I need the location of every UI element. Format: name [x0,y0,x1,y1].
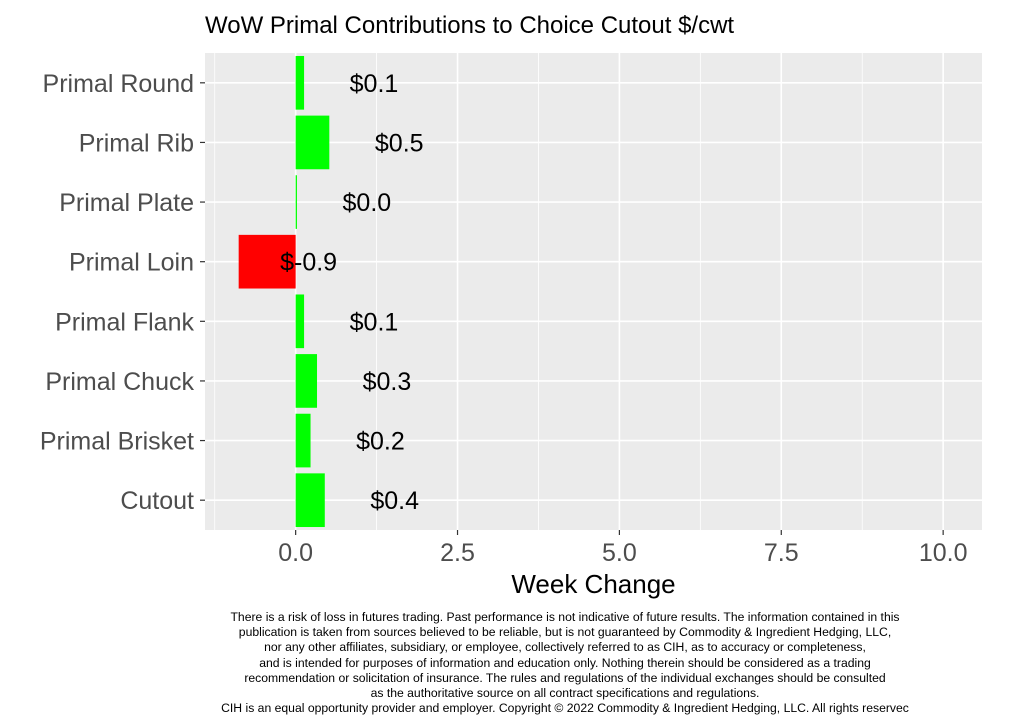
y-tick-label: Primal Loin [69,249,194,277]
y-tick-label: Primal Chuck [45,368,194,396]
bar [295,413,311,468]
data-label: $0.4 [370,487,419,515]
chart-title: WoW Primal Contributions to Choice Cutou… [205,12,735,39]
disclaimer-line: CIH is an equal opportunity provider and… [221,701,909,716]
y-tick-label: Primal Rib [79,129,194,157]
y-tick-label: Cutout [120,487,194,515]
y-tick-label: Primal Round [43,70,194,98]
bar [295,294,305,349]
disclaimer: There is a risk of loss in futures tradi… [150,610,980,716]
bars [238,55,330,528]
y-axis: Primal Round Primal Rib Primal Plate Primal… [40,70,205,515]
x-tick-label: 10.0 [919,539,968,567]
bar [295,115,330,170]
y-tick-label: Primal Plate [59,189,194,217]
disclaimer-line: publication is taken from sources believ… [238,625,892,640]
bar [295,55,305,110]
plot-panel [205,53,982,530]
bar [295,175,297,229]
x-axis-title: Week Change [511,569,675,599]
disclaimer-line: There is a risk of loss in futures tradi… [230,610,900,624]
disclaimer-line: and is intended for purposes of informat… [259,655,871,670]
x-tick-label: 7.5 [764,539,799,567]
y-tick-label: Primal Flank [55,308,194,336]
x-tick-label: 5.0 [602,539,637,567]
data-label: $-0.9 [280,249,337,277]
data-label: $0.2 [356,428,405,456]
y-tick-label: Primal Brisket [40,428,194,456]
data-label: $0.0 [343,189,392,217]
bar-chart: $0.1 $0.5 $0.0 $-0.9 $0.1 $0.3 $0.2 $0.4 Primal… [40,53,982,599]
data-label: $0.3 [363,368,412,396]
x-tick-label: 0.0 [278,539,313,567]
x-axis: 0.0 2.5 5.0 7.5 10.0 [278,530,967,567]
disclaimer-line: recommendation or solicitation of insura… [244,670,886,685]
bar [295,473,325,528]
data-label: $0.1 [350,308,399,336]
disclaimer-line: nor any other affiliates, subsidiary, or… [264,640,866,655]
bar [238,234,296,289]
x-tick-label: 2.5 [440,539,475,567]
bar [295,354,318,408]
data-label: $0.5 [375,129,424,157]
data-labels: $0.1 $0.5 $0.0 $-0.9 $0.1 $0.3 $0.2 $0.4 [280,70,423,515]
disclaimer-line: as the authoritative source on all contr… [370,686,760,701]
data-label: $0.1 [350,70,399,98]
